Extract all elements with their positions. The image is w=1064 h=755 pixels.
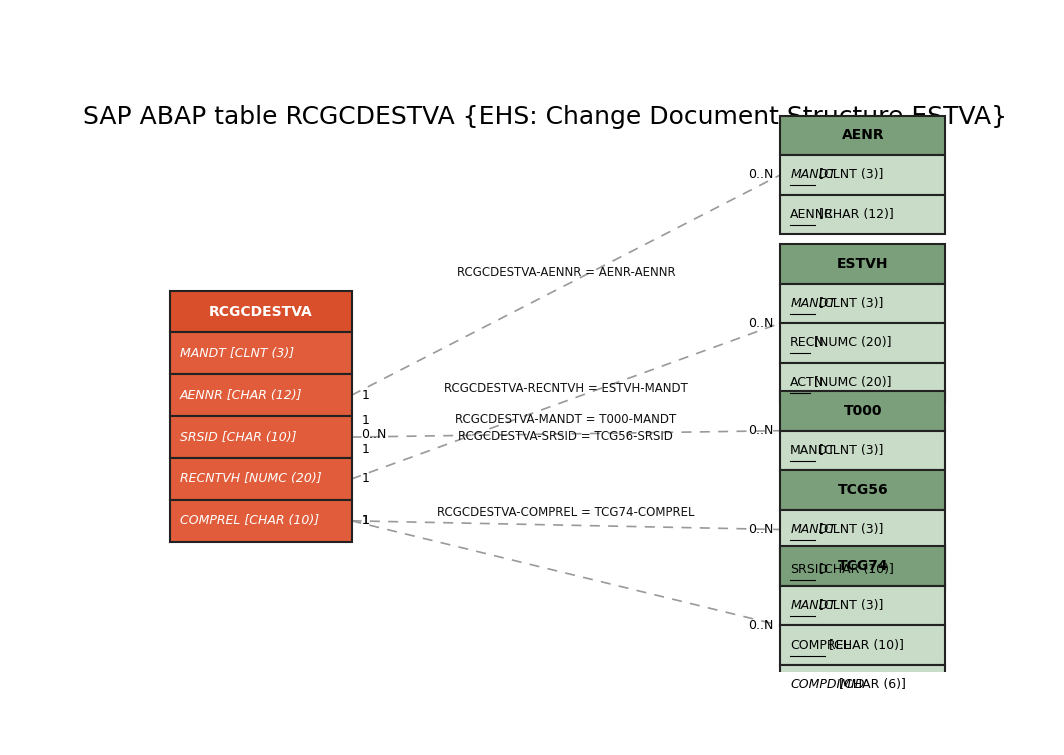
Text: RCGCDESTVA: RCGCDESTVA [209, 304, 313, 319]
Text: 0..N: 0..N [748, 424, 774, 437]
Text: TCG74: TCG74 [837, 559, 888, 573]
Text: MANDT [CLNT (3)]: MANDT [CLNT (3)] [180, 347, 294, 360]
Text: SAP ABAP table RCGCDESTVA {EHS: Change Document Structure ESTVA}: SAP ABAP table RCGCDESTVA {EHS: Change D… [83, 105, 1008, 129]
Polygon shape [780, 116, 945, 155]
Text: TCG56: TCG56 [837, 483, 888, 497]
Text: [NUMC (20)]: [NUMC (20)] [810, 337, 892, 350]
Text: AENNR: AENNR [791, 208, 834, 221]
Text: MANDT: MANDT [791, 523, 836, 536]
Text: 0..N: 0..N [748, 619, 774, 632]
Polygon shape [170, 458, 351, 500]
Text: MANDT: MANDT [791, 444, 836, 457]
Text: 0..N: 0..N [362, 427, 387, 441]
Text: RCGCDESTVA-AENNR = AENR-AENNR: RCGCDESTVA-AENNR = AENR-AENNR [456, 266, 676, 279]
Text: SRSID: SRSID [791, 562, 828, 575]
Text: [CHAR (6)]: [CHAR (6)] [835, 678, 905, 692]
Text: [CLNT (3)]: [CLNT (3)] [815, 168, 883, 181]
Polygon shape [170, 374, 351, 416]
Polygon shape [780, 284, 945, 323]
Text: RECNTVH [NUMC (20)]: RECNTVH [NUMC (20)] [180, 473, 321, 485]
Text: AENNR [CHAR (12)]: AENNR [CHAR (12)] [180, 389, 302, 402]
Text: [CHAR (10)]: [CHAR (10)] [825, 639, 903, 652]
Polygon shape [780, 665, 945, 704]
Polygon shape [780, 323, 945, 362]
Text: RCGCDESTVA-MANDT = T000-MANDT: RCGCDESTVA-MANDT = T000-MANDT [455, 413, 677, 426]
Polygon shape [780, 195, 945, 234]
Polygon shape [780, 470, 945, 510]
Text: ESTVH: ESTVH [837, 257, 888, 271]
Text: 0..N: 0..N [748, 316, 774, 330]
Polygon shape [780, 430, 945, 470]
Text: MANDT: MANDT [791, 168, 836, 181]
Polygon shape [170, 416, 351, 458]
Text: 1: 1 [362, 514, 369, 527]
Text: COMPDIMID: COMPDIMID [791, 678, 865, 692]
Text: RECN: RECN [791, 337, 825, 350]
Text: 1: 1 [362, 514, 369, 527]
Text: 0..N: 0..N [748, 168, 774, 181]
Text: RCGCDESTVA-RECNTVH = ESTVH-MANDT: RCGCDESTVA-RECNTVH = ESTVH-MANDT [444, 382, 687, 395]
Polygon shape [170, 332, 351, 374]
Text: 1: 1 [362, 473, 369, 485]
Text: 1: 1 [362, 443, 369, 456]
Text: [CLNT (3)]: [CLNT (3)] [815, 444, 883, 457]
Text: COMPREL [CHAR (10)]: COMPREL [CHAR (10)] [180, 514, 319, 527]
Text: RCGCDESTVA-SRSID = TCG56-SRSID: RCGCDESTVA-SRSID = TCG56-SRSID [459, 430, 674, 443]
Text: SRSID [CHAR (10)]: SRSID [CHAR (10)] [180, 430, 297, 444]
Polygon shape [780, 362, 945, 402]
Polygon shape [170, 291, 351, 332]
Polygon shape [780, 550, 945, 589]
Polygon shape [170, 500, 351, 542]
Text: RCGCDESTVA-COMPREL = TCG74-COMPREL: RCGCDESTVA-COMPREL = TCG74-COMPREL [437, 506, 695, 519]
Polygon shape [780, 547, 945, 586]
Text: MANDT: MANDT [791, 599, 836, 612]
Text: [NUMC (20)]: [NUMC (20)] [810, 376, 892, 389]
Text: T000: T000 [844, 404, 882, 418]
Text: ACTN: ACTN [791, 376, 825, 389]
Text: [CHAR (12)]: [CHAR (12)] [815, 208, 894, 221]
Text: COMPREL: COMPREL [791, 639, 851, 652]
Polygon shape [780, 155, 945, 195]
Text: [CHAR (10)]: [CHAR (10)] [815, 562, 894, 575]
Polygon shape [780, 244, 945, 284]
Text: AENR: AENR [842, 128, 884, 143]
Polygon shape [780, 586, 945, 625]
Text: 1: 1 [362, 414, 369, 427]
Polygon shape [780, 510, 945, 550]
Text: MANDT: MANDT [791, 297, 836, 310]
Polygon shape [780, 625, 945, 665]
Text: [CLNT (3)]: [CLNT (3)] [815, 599, 883, 612]
Text: [CLNT (3)]: [CLNT (3)] [815, 523, 883, 536]
Text: 1: 1 [362, 389, 369, 402]
Polygon shape [780, 391, 945, 430]
Text: [CLNT (3)]: [CLNT (3)] [815, 297, 883, 310]
Text: 0..N: 0..N [748, 523, 774, 536]
